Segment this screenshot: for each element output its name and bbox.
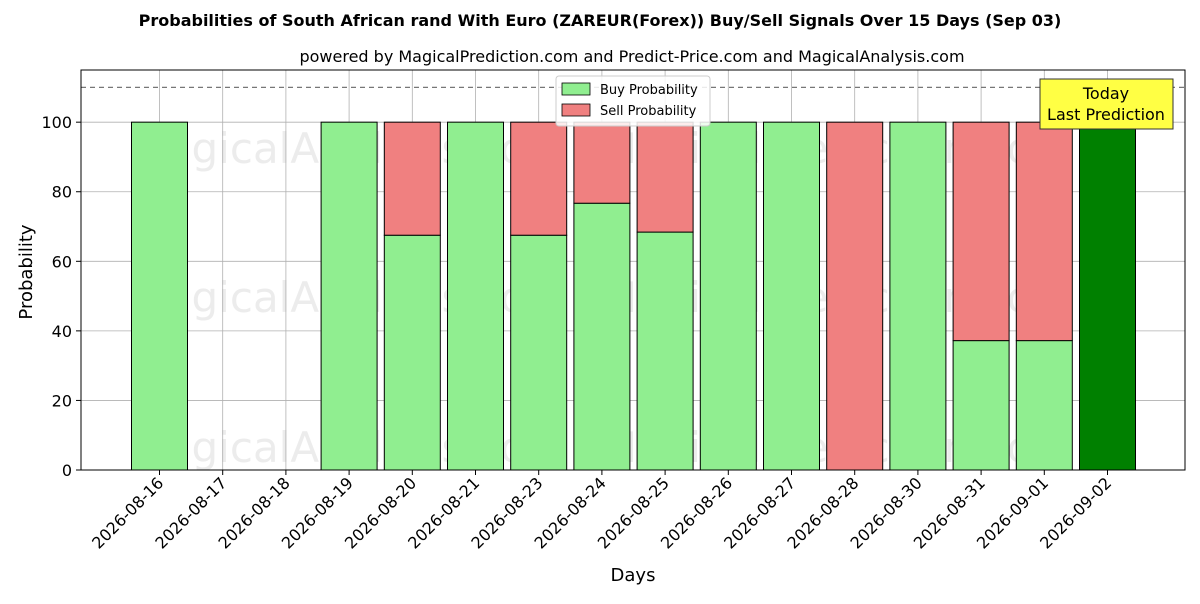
legend-box (555, 75, 711, 127)
y-tick-label: 80 (52, 183, 72, 202)
legend-label: Buy Probability (600, 83, 698, 98)
sell-bar (952, 121, 1010, 342)
legend: Buy Probability Sell Probability (555, 75, 711, 127)
legend-swatch (561, 82, 591, 96)
buy-bar (699, 121, 757, 471)
annotation-line1: Today (1082, 84, 1129, 103)
annotation-box (1039, 78, 1174, 130)
buy-bar (889, 121, 947, 471)
buy-bar (763, 121, 820, 471)
y-tick-label: 0 (62, 461, 72, 480)
x-axis-label: Days (611, 565, 656, 586)
sell-bar (383, 121, 441, 236)
buy-bar (573, 202, 631, 471)
buy-bar (636, 231, 694, 471)
sell-bar (636, 121, 694, 233)
plot-frame (80, 69, 1186, 471)
y-tick-label: 60 (52, 252, 72, 271)
y-tick-label: 40 (52, 322, 72, 341)
y-tick-label: 20 (52, 391, 72, 410)
today-annotation: Today Last Prediction (1039, 78, 1174, 130)
buy-bar (320, 121, 378, 471)
sell-bar (510, 121, 568, 236)
sell-bar (826, 121, 884, 471)
buy-bar (952, 340, 1010, 471)
sell-bar (573, 121, 631, 204)
buy-bar (1015, 340, 1073, 471)
y-tick-label: 100 (41, 113, 72, 132)
buy-bar (510, 234, 568, 471)
today-bar (1079, 121, 1136, 471)
chart-title: Probabilities of South African rand With… (139, 11, 1062, 30)
buy-bar (131, 121, 188, 471)
legend-swatch (561, 103, 591, 117)
buy-bar (447, 121, 504, 471)
sell-bar (1015, 121, 1073, 342)
chart-subtitle: powered by MagicalPrediction.com and Pre… (299, 47, 964, 66)
buy-bar (383, 234, 441, 471)
annotation-line2: Last Prediction (1047, 105, 1165, 124)
y-axis-label: Probability (16, 224, 37, 319)
legend-label: Sell Probability (600, 104, 697, 119)
